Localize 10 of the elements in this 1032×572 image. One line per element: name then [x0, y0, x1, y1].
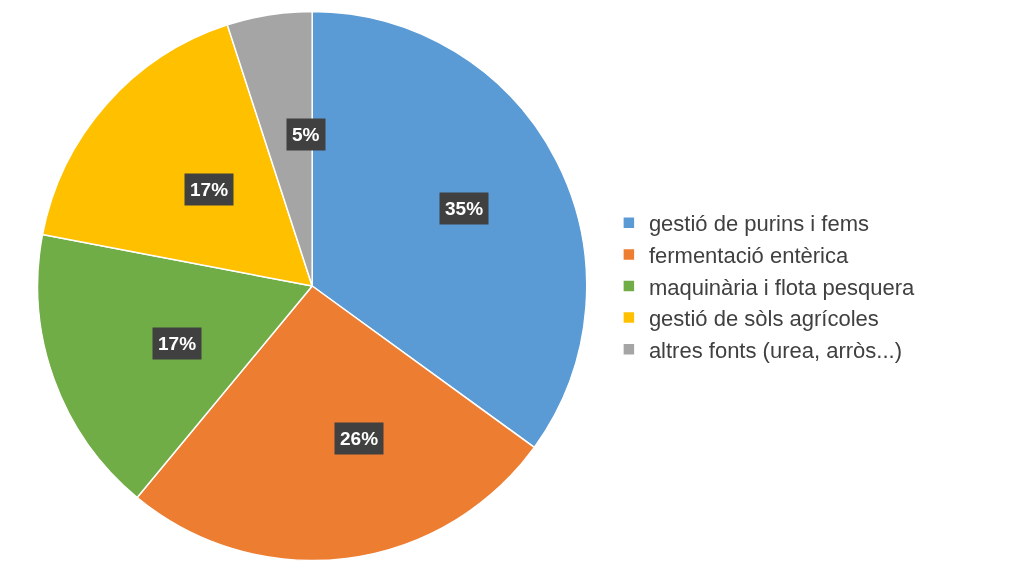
- data-label: 17%: [190, 179, 229, 200]
- legend-label: gestió de purins i fems: [648, 211, 869, 237]
- legend-label: gestió de sòls agrícoles: [648, 306, 879, 332]
- legend-label: maquinària i flota pesquera: [648, 274, 916, 300]
- data-label: 5%: [292, 124, 320, 145]
- data-label: 17%: [158, 333, 197, 354]
- data-label: 26%: [340, 428, 379, 449]
- legend-label: altres fonts (urea, arròs...): [648, 337, 902, 363]
- data-label: 35%: [445, 198, 484, 219]
- legend-label: fermentació entèrica: [648, 242, 849, 268]
